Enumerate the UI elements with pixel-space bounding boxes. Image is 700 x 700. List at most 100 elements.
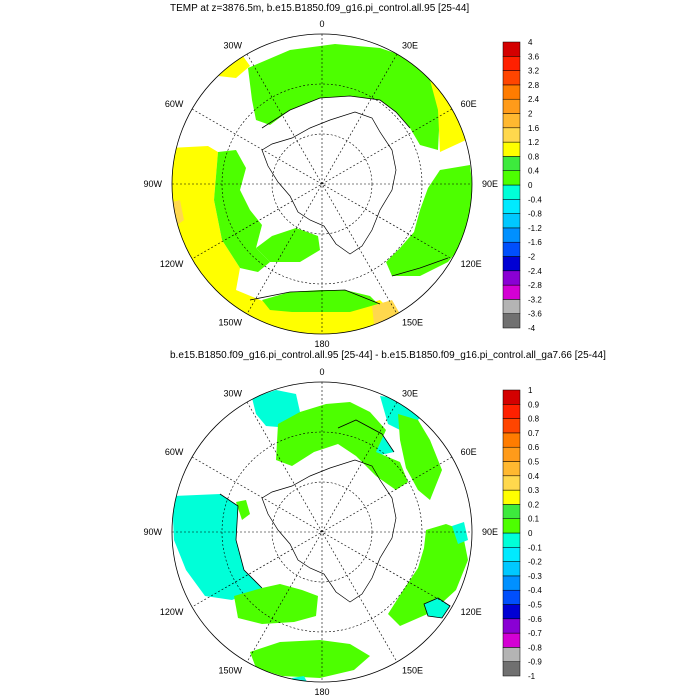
colorbar-label: -0.4 [528,195,542,204]
field-green-south [262,290,378,312]
colorbar-label: -0.6 [528,615,542,624]
colorbar-swatch [502,199,521,214]
colorbar-swatch [502,504,521,519]
colorbar-label: 0.8 [528,152,540,161]
colorbar-swatch [502,213,521,229]
colorbar-label: -2 [528,253,536,262]
longitude-label: 0 [319,367,324,377]
data-field-2 [172,390,468,682]
colorbar-swatch [502,575,521,591]
graticule-2 [172,382,472,682]
colorbar-swatch [502,98,521,114]
colorbar-swatch [502,84,521,100]
colorbar-label: -1 [528,672,536,681]
antarctica-outline-2 [261,459,397,603]
colorbar-label: -0.1 [528,543,542,552]
colorbar-swatch [502,41,521,57]
longitude-label: 30E [402,388,418,398]
longitude-label: 90W [143,179,162,189]
field-green-north [276,402,408,490]
colorbar-label: 0.8 [528,415,540,424]
colorbar-swatch [502,141,521,157]
panel-1-title: TEMP at z=3876.5m, b.e15.B1850.f09_g16.p… [170,3,470,14]
colorbar-label: -3.2 [528,295,542,304]
field-green-west-island [236,500,250,520]
colorbar-label: -0.4 [528,586,542,595]
colorbar-swatch [502,127,521,143]
colorbar-swatch [502,432,521,448]
longitude-label: 60W [165,99,184,109]
colorbar-label: 0.9 [528,400,540,409]
longitude-label: 150E [402,318,423,328]
longitude-label: 30W [223,40,242,50]
panel-2-title: b.e15.B1850.f09_g16.pi_control.all.95 [2… [170,350,606,361]
longitude-label: 180 [314,339,329,349]
colorbar-swatch [502,389,521,405]
colorbar-swatch [502,518,521,534]
colorbar-swatch [502,227,521,243]
colorbar-swatch [502,256,521,272]
colorbar-label: 1.6 [528,124,540,133]
map-border-2 [171,381,473,683]
colorbar-label: 0.7 [528,429,540,438]
colorbar-swatch [502,461,521,477]
field-green-southwest [256,228,320,262]
field-green-north [248,44,440,150]
longitude-label: 60E [461,447,477,457]
antarctica-outline-1 [261,111,397,255]
colorbar-label: 2 [528,110,533,119]
colorbar-label: -0.8 [528,210,542,219]
colorbar-swatch [502,661,521,677]
colorbar-swatch [502,475,521,491]
longitude-label: 180 [314,687,329,697]
field-green-west [214,150,270,272]
longitude-label: 150E [402,666,423,676]
colorbar-label: -0.8 [528,643,542,652]
contour-line-2 [219,419,451,619]
colorbar-swatch [502,446,521,462]
field-green-south [250,640,370,678]
colorbar-swatch [502,156,521,171]
colorbar-label: -0.5 [528,601,542,610]
colorbar-swatch [502,618,521,634]
colorbar-label: 0.2 [528,500,540,509]
field-green-southeast [388,524,468,626]
colorbar-label: 0.4 [528,167,540,176]
colorbar-swatch [502,489,521,505]
colorbar-swatch [502,418,521,434]
longitude-label: 90E [482,179,498,189]
field-yellow-northwest [216,52,250,78]
longitude-label: 90E [482,527,498,537]
longitude-label: 120W [160,259,184,269]
colorbar-label: -4 [528,324,536,333]
colorbar-label: -1.6 [528,238,542,247]
field-green-east [386,165,472,276]
field-cyan-southeast [424,598,450,618]
longitude-labels-2: 0 30E 60E 90E 120E 150E 180 150W 120W 90W 60W 30W [143,367,498,697]
longitude-label: 30E [402,40,418,50]
longitude-label: 150W [218,318,242,328]
longitude-label: 60W [165,447,184,457]
colorbar-label: 1 [528,386,533,395]
colorbar-label: 0 [528,181,533,190]
colorbar-label: -2.4 [528,267,542,276]
field-yellow-west [172,146,395,334]
colorbar-swatch [502,113,521,129]
colorbar-swatch [502,241,521,257]
longitude-label: 120E [461,607,482,617]
colorbar-swatch [502,589,521,605]
longitude-label: 60E [461,99,477,109]
field-cyan-west [172,494,262,600]
colorbar-swatch [502,547,521,562]
colorbar-swatch [502,284,521,300]
colorbar-label: -0.3 [528,572,542,581]
colorbar-label: 0 [528,529,533,538]
colorbar-swatch [502,170,521,186]
colorbar-swatch [502,313,521,329]
colorbar-swatch [502,270,521,286]
colorbar-label: -3.6 [528,310,542,319]
colorbar-swatch [502,56,521,71]
colorbar-label: 3.6 [528,52,540,61]
colorbar-swatch [502,647,521,662]
